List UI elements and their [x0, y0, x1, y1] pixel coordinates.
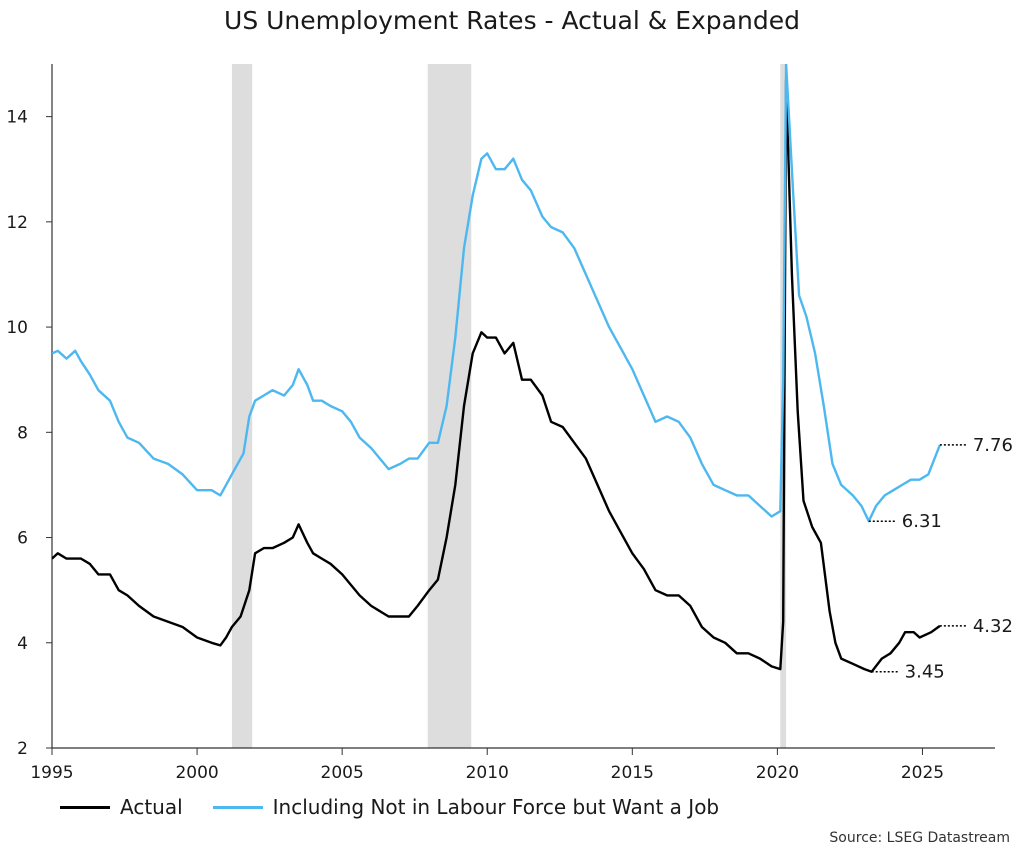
legend-label-expanded: Including Not in Labour Force but Want a… [272, 795, 720, 819]
series-line-expanded [52, 64, 942, 523]
y-tick-label: 4 [17, 634, 28, 654]
x-tick-label: 2025 [901, 763, 944, 783]
x-tick-label: 2005 [321, 763, 364, 783]
legend-item-actual: Actual [60, 795, 183, 819]
legend-item-expanded: Including Not in Labour Force but Want a… [212, 795, 720, 819]
y-tick-label: 8 [17, 423, 28, 443]
y-tick-label: 2 [17, 739, 28, 759]
x-tick-label: 2020 [756, 763, 799, 783]
source-note: Source: LSEG Datastream [829, 830, 1010, 846]
x-tick-label: 2010 [466, 763, 509, 783]
x-tick-label: 2000 [175, 763, 218, 783]
y-tick-label: 12 [6, 213, 28, 233]
series-line-actual [52, 78, 941, 673]
y-tick-label: 14 [6, 108, 28, 128]
end-label-value: 6.31 [902, 511, 942, 532]
chart-title: US Unemployment Rates - Actual & Expande… [224, 6, 800, 35]
legend-label-actual: Actual [120, 795, 183, 819]
y-tick-label: 10 [6, 318, 28, 338]
y-tick-label: 6 [17, 529, 28, 549]
recession-band [231, 64, 253, 748]
end-label-value: 7.76 [973, 435, 1013, 456]
end-label-value: 3.45 [905, 662, 945, 683]
x-tick-label: 2015 [611, 763, 654, 783]
legend: Actual Including Not in Labour Force but… [60, 795, 749, 819]
x-tick-label: 1995 [30, 763, 73, 783]
legend-swatch-expanded [212, 805, 263, 809]
legend-swatch-actual [60, 805, 110, 809]
end-label-value: 4.32 [973, 616, 1013, 637]
